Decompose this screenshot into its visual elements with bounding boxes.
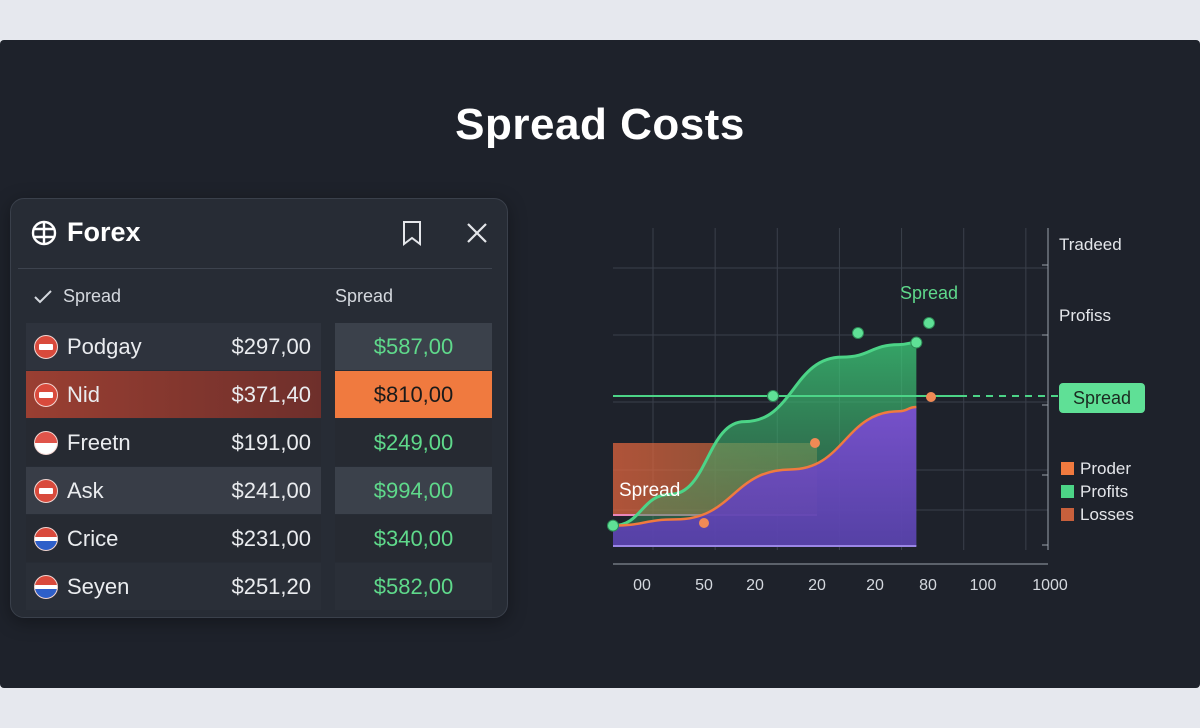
x-tick-label: 00 <box>633 577 651 594</box>
panel-header: Forex <box>31 217 489 251</box>
currency-amount: $231,00 <box>231 526 311 551</box>
list-item[interactable]: Ask $241,00 <box>26 467 321 514</box>
proder-point <box>699 518 709 528</box>
flag-icon <box>34 431 58 455</box>
legend-swatch <box>1061 485 1074 498</box>
currency-amount: $241,00 <box>231 478 311 503</box>
right-label-profiss: Profiss <box>1059 306 1111 325</box>
spread-cell[interactable]: $340,00 <box>335 515 492 562</box>
legend-label: Profits <box>1080 482 1128 501</box>
close-icon[interactable] <box>465 221 489 245</box>
list-item[interactable]: Podgay $297,00 <box>26 323 321 370</box>
spread-cell[interactable]: $582,00 <box>335 563 492 610</box>
spread-badge-label: Spread <box>1073 388 1131 408</box>
legend-swatch <box>1061 508 1074 521</box>
flag-icon <box>34 335 58 359</box>
x-tick-label: 100 <box>970 577 997 594</box>
x-tick-label: 20 <box>866 577 884 594</box>
list-item[interactable]: Freetn $191,00 <box>26 419 321 466</box>
x-tick-label: 20 <box>808 577 826 594</box>
list-item[interactable]: Crice $231,00 <box>26 515 321 562</box>
forex-icon <box>31 220 57 246</box>
right-label-tradeed: Tradeed <box>1059 235 1122 254</box>
spread-column: $587,00 $810,00 $249,00 $994,00 $340,00 … <box>335 323 492 611</box>
list-item-selected[interactable]: Nid $371,40 <box>26 371 321 418</box>
flag-icon <box>34 383 58 407</box>
x-tick-label: 80 <box>919 577 937 594</box>
profits-point <box>910 336 923 349</box>
currency-amount: $251,20 <box>231 574 311 599</box>
band-label: Spread <box>619 480 680 501</box>
proder-point <box>926 392 936 402</box>
green-curve-label: Spread <box>900 283 958 303</box>
panel-divider <box>18 268 492 269</box>
page-title: Spread Costs <box>455 100 745 149</box>
spread-cell[interactable]: $249,00 <box>335 419 492 466</box>
list-item[interactable]: Seyen $251,20 <box>26 563 321 610</box>
profits-point <box>767 390 779 402</box>
spread-cell[interactable]: $994,00 <box>335 467 492 514</box>
spread-badge <box>1059 383 1145 413</box>
column-header-left: Spread <box>63 286 122 306</box>
currency-name: Nid <box>67 382 101 407</box>
flag-icon <box>34 479 58 503</box>
x-tick-label: 50 <box>695 577 713 594</box>
flag-icon <box>34 527 58 551</box>
x-tick-label: 20 <box>746 577 764 594</box>
proder-point <box>810 438 820 448</box>
profits-line <box>612 341 917 528</box>
legend-label: Losses <box>1080 505 1134 524</box>
legend-swatch <box>1061 462 1074 475</box>
spread-cell[interactable]: $587,00 <box>335 323 492 370</box>
currency-name: Crice <box>67 526 119 551</box>
currency-amount: $297,00 <box>231 334 311 359</box>
proder-area <box>613 407 917 546</box>
currency-name: Podgay <box>67 334 142 359</box>
spread-cell-selected[interactable]: $810,00 <box>335 371 492 418</box>
currency-list: Podgay $297,00 Nid $371,40 Freetn $191,0… <box>26 323 321 611</box>
flag-icon <box>34 575 58 599</box>
currency-name: Seyen <box>67 574 130 599</box>
profits-point <box>607 519 619 532</box>
currency-name: Ask <box>67 478 104 503</box>
currency-amount: $371,40 <box>231 382 311 407</box>
check-icon <box>34 290 52 304</box>
profits-point <box>852 327 864 339</box>
currency-amount: $191,00 <box>231 430 311 455</box>
bookmark-icon[interactable] <box>401 220 423 246</box>
profits-point <box>923 317 935 329</box>
spread-chart: Spread Spread 00 50 20 20 20 80 100 1000 Tradeed Pr… <box>607 228 1145 594</box>
currency-name: Freetn <box>67 430 131 455</box>
panel-title: Forex <box>67 217 141 247</box>
column-header-right: Spread <box>335 286 394 306</box>
legend-label: Proder <box>1080 459 1131 478</box>
proder-line <box>612 405 917 527</box>
x-tick-label: 1000 <box>1032 577 1068 594</box>
